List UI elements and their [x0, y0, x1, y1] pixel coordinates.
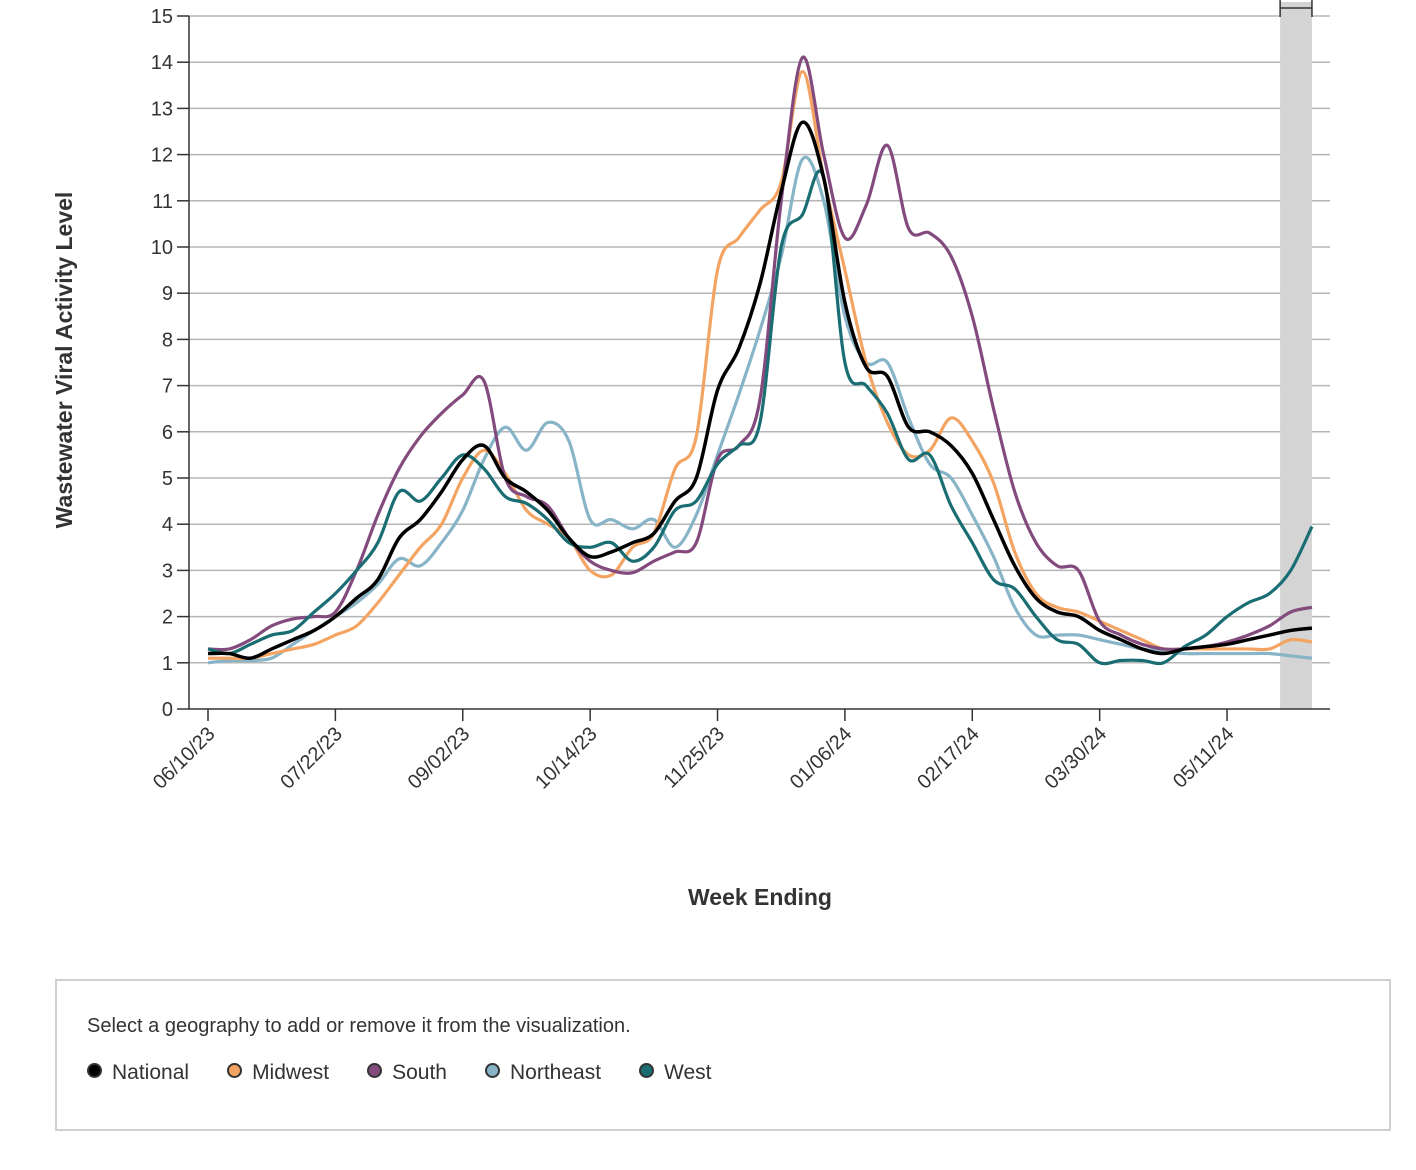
legend-item-northeast[interactable]: Northeast [484, 1061, 602, 1085]
legend-item-west[interactable]: West [639, 1061, 712, 1085]
legend-item-south[interactable]: South [367, 1061, 447, 1085]
legend-dot-northeast [484, 1062, 500, 1078]
x-tick-label-3: 10/14/23 [531, 723, 602, 794]
y-tick-label-11: 11 [152, 191, 173, 213]
y-tick-label-7: 7 [162, 376, 173, 398]
x-tick-label-8: 05/11/24 [1169, 723, 1239, 793]
y-axis-title: Wastewater Viral Activity Level [51, 192, 77, 529]
legend-dot-national [87, 1062, 102, 1078]
shaded-region-bracket [1279, 0, 1313, 17]
y-tick-label-12: 12 [151, 145, 173, 167]
x-tick-label-7: 03/30/24 [1041, 723, 1112, 794]
series-line-midwest [207, 69, 1313, 661]
legend-label-south: South [392, 1061, 447, 1084]
x-tick-label-6: 02/17/24 [913, 723, 984, 794]
y-tick-label-0: 0 [162, 699, 173, 721]
gridlines [189, 15, 1330, 664]
x-tick-label-5: 01/06/24 [786, 723, 857, 794]
y-tick-label-14: 14 [151, 52, 173, 74]
shaded-provisional-region [1280, 2, 1312, 709]
x-tick-label-4: 11/25/23 [659, 723, 729, 793]
legend-label-midwest: Midwest [252, 1061, 330, 1084]
y-tick-label-6: 6 [162, 422, 173, 444]
legend-dot-midwest [227, 1062, 243, 1078]
y-tick-label-1: 1 [162, 653, 173, 675]
x-tick-label-2: 09/02/23 [404, 723, 475, 794]
series-line-west [207, 169, 1314, 666]
legend-dot-west [639, 1062, 655, 1078]
y-tick-label-15: 15 [151, 6, 173, 28]
series-line-south [207, 55, 1313, 652]
y-tick-label-5: 5 [162, 468, 173, 490]
x-tick-label-0: 06/10/23 [149, 723, 220, 794]
y-tick-label-13: 13 [151, 98, 173, 120]
y-tick-label-9: 9 [162, 283, 173, 305]
legend-label-national: National [112, 1061, 190, 1084]
legend-panel: Select a geography to add or remove it f… [55, 979, 1391, 1131]
y-tick-label-8: 8 [162, 329, 173, 351]
y-tick-label-4: 4 [162, 514, 173, 536]
y-tick-label-10: 10 [151, 237, 173, 259]
x-tick-label-1: 07/22/23 [276, 723, 347, 794]
legend-item-national[interactable]: National [87, 1061, 189, 1085]
legend-item-midwest[interactable]: Midwest [227, 1061, 329, 1085]
x-axis-title: Week Ending [688, 884, 832, 910]
y-tick-label-3: 3 [162, 560, 173, 582]
legend-label-west: West [664, 1061, 712, 1084]
series-lines [207, 55, 1314, 666]
legend-items: National Midwest South Northeast West [87, 1061, 750, 1085]
y-tick-label-2: 2 [162, 607, 173, 629]
series-line-national [207, 120, 1313, 660]
legend-dot-south [367, 1062, 383, 1078]
series-line-northeast [207, 155, 1313, 665]
legend-instruction: Select a geography to add or remove it f… [87, 1015, 631, 1037]
legend-label-northeast: Northeast [509, 1061, 602, 1084]
